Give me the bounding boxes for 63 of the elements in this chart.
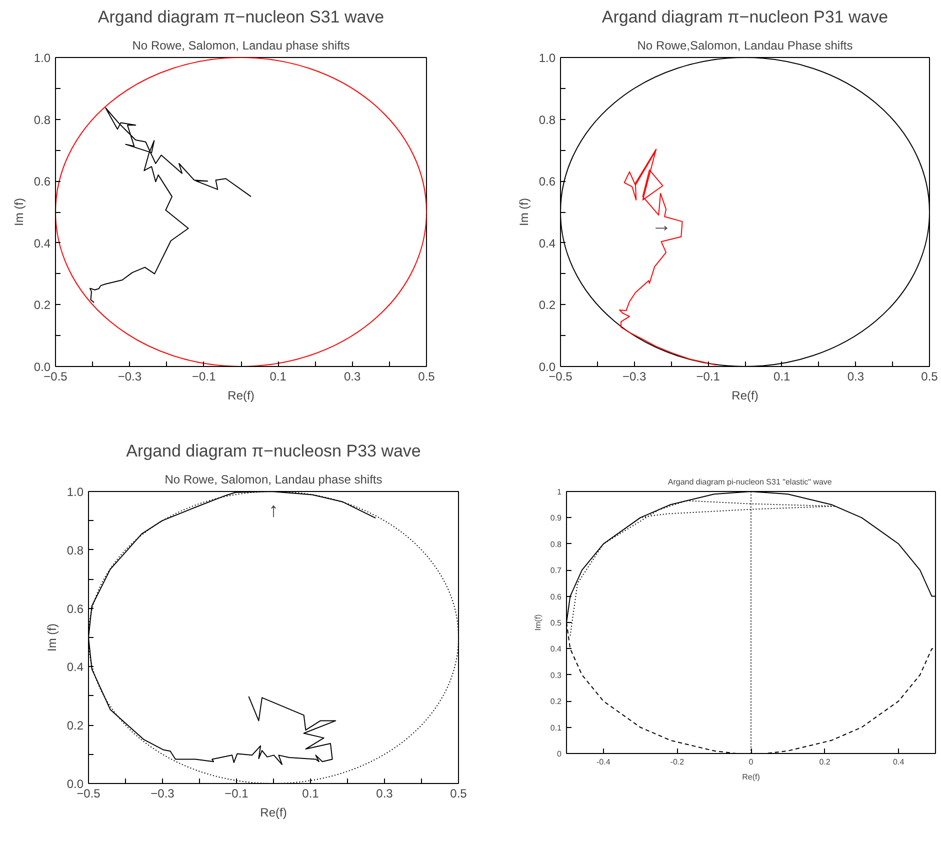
y-tick-label: 0.8 <box>538 112 556 127</box>
x-tick-label: -0.2 <box>670 758 685 766</box>
y-tick-label: 1.0 <box>34 51 51 65</box>
x-axis-title: Re(f) <box>260 806 287 820</box>
y-tick-label: 0.6 <box>538 174 556 189</box>
y-tick-label: 0.2 <box>550 697 562 706</box>
y-tick-label: 0.3 <box>550 670 562 680</box>
y-tick-label: 0.6 <box>550 592 562 602</box>
x-tick-label: 0.3 <box>376 786 394 800</box>
x-tick-label: 0.3 <box>344 370 361 384</box>
annotation: → <box>652 214 672 236</box>
chart-subtitle: No Rowe, Salomon, Landau phase shifts <box>164 472 382 486</box>
x-tick-label: 0.5 <box>418 370 436 384</box>
y-tick-label: 0.8 <box>66 543 84 558</box>
x-tick-label: 0.5 <box>450 786 468 800</box>
y-tick-label: 0.2 <box>66 718 84 733</box>
y-tick-label: 0.4 <box>34 236 51 250</box>
x-tick-label: −0.3 <box>622 370 646 384</box>
y-axis-title: Im (f) <box>12 198 26 226</box>
chart-subtitle: No Rowe,Salomon, Landau Phase shifts <box>637 38 853 52</box>
y-tick-label: 0.7 <box>550 566 562 576</box>
y-axis-title: Im (f) <box>44 623 59 652</box>
x-tick-label: 0.3 <box>847 370 864 384</box>
x-tick-label: 0.4 <box>893 758 905 766</box>
x-tick-label: −0.3 <box>118 370 142 384</box>
y-axis-title: Im (f) <box>516 198 531 226</box>
y-tick-label: 1 <box>557 488 562 496</box>
y-axis-title: Im(f) <box>533 614 542 631</box>
y-tick-label: 0.8 <box>550 540 562 549</box>
chart-subtitle: No Rowe, Salomon, Landau phase shifts <box>132 38 350 52</box>
x-tick-label: 0 <box>748 758 754 766</box>
chart-title: Argand diagram π−nucleon P31 wave <box>602 8 888 26</box>
y-tick-label: 0 <box>557 750 562 758</box>
x-axis-title: Re(f) <box>228 388 254 402</box>
y-tick-label: 0.8 <box>34 112 51 127</box>
y-tick-label: 0.4 <box>66 660 84 674</box>
x-tick-label: −0.1 <box>696 370 720 384</box>
x-tick-label: 0.2 <box>819 758 831 766</box>
y-tick-label: 0.6 <box>34 174 51 189</box>
x-tick-label: -0.4 <box>596 758 611 766</box>
x-tick-label: −0.1 <box>192 370 216 384</box>
y-tick-label: 0.5 <box>550 618 562 628</box>
chart-title: Argand diagram π−nucleosn P33 wave <box>126 442 421 460</box>
x-tick-label: −0.3 <box>150 786 175 800</box>
y-tick-label: 0.9 <box>550 514 562 523</box>
x-tick-label: −0.1 <box>224 786 249 800</box>
y-tick-label: 0.4 <box>550 644 562 654</box>
x-axis-title: Re(f) <box>732 388 758 402</box>
y-tick-label: 0.2 <box>34 298 51 312</box>
y-tick-label: 1.0 <box>538 51 556 65</box>
x-tick-label: 0.1 <box>774 370 791 384</box>
x-tick-label: 0.5 <box>921 370 938 384</box>
y-tick-label: 0.2 <box>538 298 556 312</box>
annotation: ↑ <box>268 500 278 522</box>
y-tick-label: 0.6 <box>66 602 84 616</box>
chart-title: Argand diagram pi-nucleon S31 "elastic" wave <box>668 478 832 486</box>
y-tick-label: 1.0 <box>66 485 84 499</box>
x-tick-label: 0.1 <box>302 786 320 800</box>
y-tick-label: 0.1 <box>550 723 562 732</box>
x-axis-title: Re(f) <box>742 772 760 782</box>
chart-title: Argand diagram π−nucleon S31 wave <box>98 8 384 26</box>
y-tick-label: 0.4 <box>538 236 556 250</box>
x-tick-label: 0.1 <box>270 370 287 384</box>
